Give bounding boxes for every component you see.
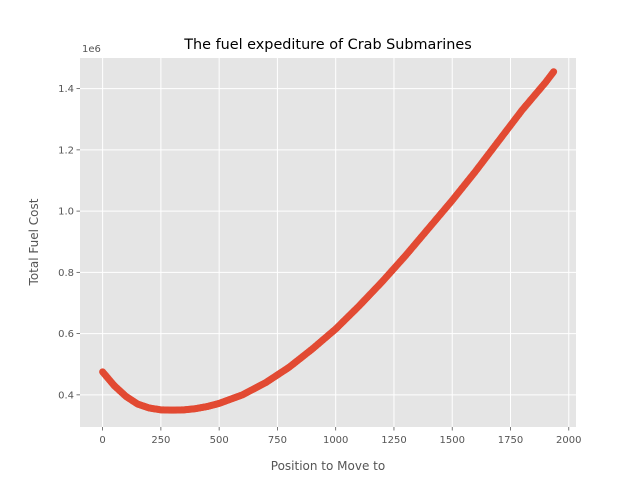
y-offset-label: 1e6	[82, 44, 101, 55]
x-tick-label: 500	[210, 435, 229, 446]
x-tick-label: 1500	[440, 435, 465, 446]
y-tick-label: 0.4	[58, 390, 74, 401]
x-axis-label: Position to Move to	[271, 459, 385, 473]
x-tick-label: 750	[268, 435, 287, 446]
x-tick-label: 1250	[381, 435, 406, 446]
plot-background	[80, 58, 576, 427]
x-tick-label: 250	[151, 435, 170, 446]
y-axis-label: Total Fuel Cost	[27, 198, 41, 286]
data-point	[550, 68, 558, 76]
y-tick-label: 0.8	[58, 268, 74, 279]
x-tick-label: 0	[99, 435, 105, 446]
y-tick-label: 1.0	[58, 207, 74, 218]
y-tick-label: 1.2	[58, 145, 74, 156]
data-points	[99, 68, 558, 414]
x-axis-ticks: 0 250 500 750 1000 1250 1500 1750 2000	[99, 427, 582, 446]
x-tick-label: 1750	[498, 435, 523, 446]
x-tick-label: 2000	[556, 435, 581, 446]
y-tick-label: 1.4	[58, 84, 74, 95]
y-axis-ticks: 0.4 0.6 0.8 1.0 1.2 1.4	[58, 84, 80, 401]
y-tick-label: 0.6	[58, 329, 74, 340]
chart-title: The fuel expediture of Crab Submarines	[183, 37, 472, 53]
x-tick-label: 1000	[323, 435, 348, 446]
